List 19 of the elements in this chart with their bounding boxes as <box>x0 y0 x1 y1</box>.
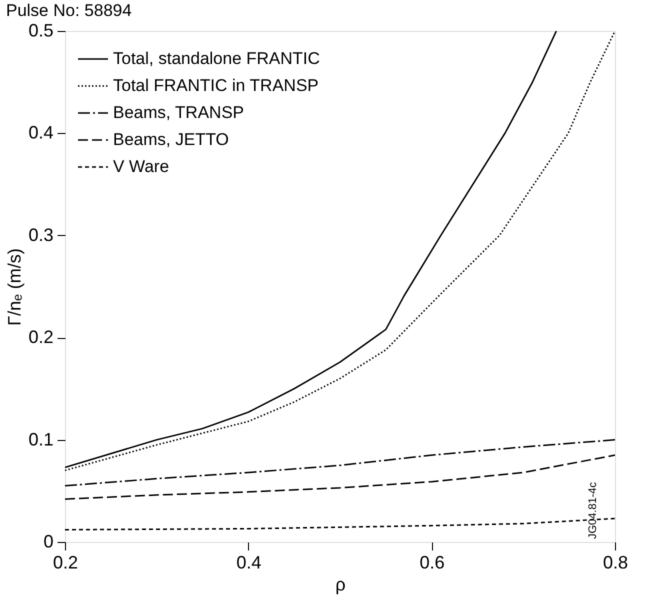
legend-label: V Ware <box>113 157 170 176</box>
x-axis-title: ρ <box>335 574 346 594</box>
x-tick-label: 0.4 <box>236 552 262 572</box>
y-axis-title: Γ/nₑ (m/s) <box>4 248 24 326</box>
legend-label: Total, standalone FRANTIC <box>113 49 320 68</box>
annotation: JG04.81-4c <box>587 482 599 539</box>
legend-label: Beams, JETTO <box>113 130 229 149</box>
x-tick-label: 0.2 <box>52 552 78 572</box>
legend-label: Total FRANTIC in TRANSP <box>113 76 319 95</box>
x-tick-label: 0.6 <box>420 552 445 572</box>
y-tick-label: 0.1 <box>28 429 54 450</box>
y-tick-label: 0.5 <box>28 20 54 40</box>
y-tick-label: 0 <box>43 532 54 552</box>
x-tick-label: 0.8 <box>602 552 628 572</box>
y-tick-label: 0.3 <box>28 224 54 245</box>
y-tick-label: 0.4 <box>28 122 54 143</box>
chart-title: Pulse No: 58894 <box>6 1 132 20</box>
legend-label: Beams, TRANSP <box>113 103 244 122</box>
y-tick-label: 0.2 <box>28 327 54 348</box>
